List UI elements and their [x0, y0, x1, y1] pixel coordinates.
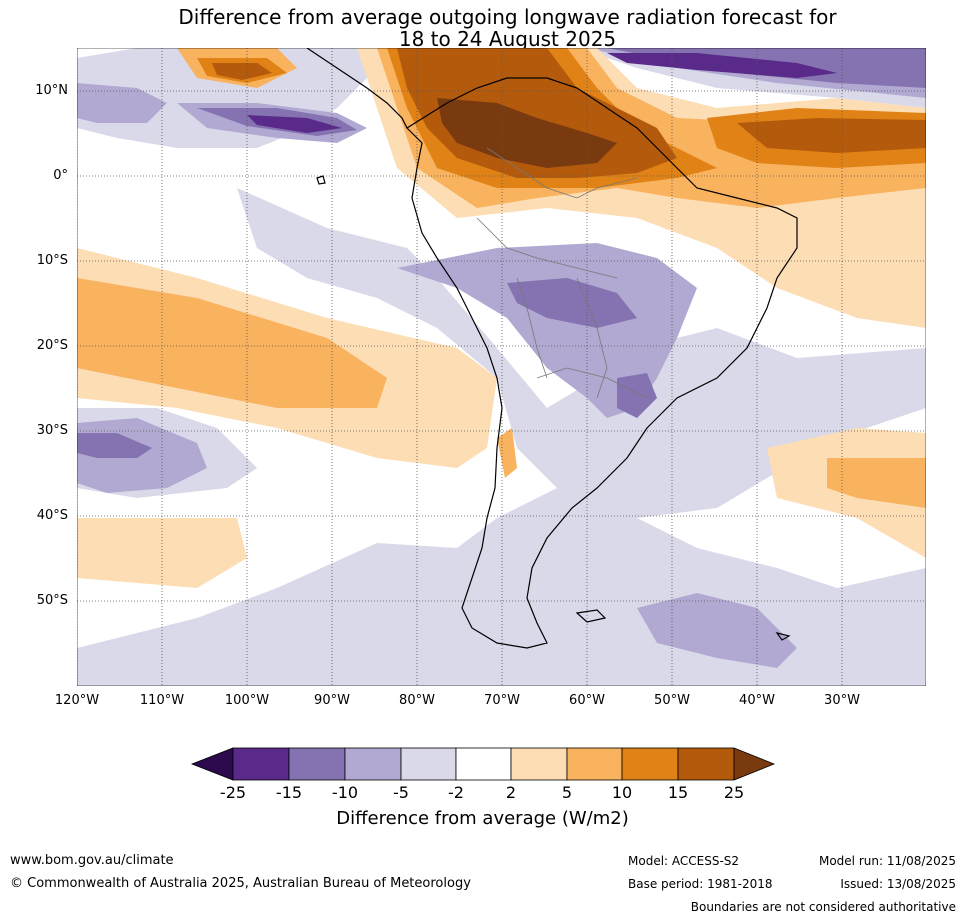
positive-anomaly-medium	[497, 428, 517, 478]
negative-anomaly-strong	[617, 373, 657, 418]
lon-label-30w: 30°W	[824, 693, 860, 708]
positive-anomaly-medium	[827, 458, 926, 508]
lon-label-60w: 60°W	[569, 693, 605, 708]
lat-label-40s: 40°S	[36, 508, 68, 523]
colorbar-bin	[566, 747, 623, 781]
colorbar-bin	[455, 747, 512, 781]
issued-date: Issued: 13/08/2025	[840, 877, 956, 891]
model-run-date: Model run: 11/08/2025	[818, 854, 956, 868]
colorbar-tick: 15	[667, 783, 689, 802]
copyright-text: © Commonwealth of Australia 2025, Austra…	[10, 876, 471, 891]
colorbar-bin	[677, 747, 735, 781]
colorbar	[190, 747, 776, 781]
negative-anomaly-very-strong	[247, 115, 342, 133]
south-georgia	[775, 632, 791, 641]
positive-anomaly-very-strong	[737, 118, 926, 153]
colorbar-tick: 10	[611, 783, 633, 802]
lat-label-50s: 50°S	[36, 593, 68, 608]
anomaly-fields	[77, 48, 926, 686]
website-link[interactable]: www.bom.gov.au/climate	[10, 853, 174, 868]
graticule	[77, 48, 926, 686]
galapagos	[316, 175, 326, 185]
negative-anomaly-strong	[77, 433, 152, 458]
negative-anomaly-strong	[507, 278, 637, 328]
lat-label-0: 0°	[53, 168, 68, 183]
lat-label-10s: 10°S	[36, 253, 68, 268]
colorbar-bin	[288, 747, 346, 781]
positive-anomaly-medium	[77, 278, 387, 408]
colorbar-bin	[344, 747, 402, 781]
lon-label-50w: 50°W	[654, 693, 690, 708]
map-title-line-1: Difference from average outgoing longwav…	[178, 5, 837, 29]
lon-label-90w: 90°W	[314, 693, 350, 708]
olr-anomaly-map	[77, 48, 926, 686]
colorbar-extend-low	[190, 747, 234, 781]
model-name: Model: ACCESS-S2	[628, 854, 740, 868]
lat-label-10n: 10°N	[35, 83, 68, 98]
colorbar-tick: -15	[275, 783, 303, 802]
colorbar-bin	[621, 747, 679, 781]
colorbar-tick: 25	[723, 783, 745, 802]
colorbar-tick: -5	[393, 783, 409, 802]
colorbar-extend-high	[733, 747, 776, 781]
colorbar-bin	[232, 747, 290, 781]
map-title-line-2: 18 to 24 August 2025	[398, 27, 617, 51]
positive-anomaly-extreme	[437, 98, 617, 168]
lat-label-30s: 30°S	[36, 423, 68, 438]
negative-anomaly-very-strong	[607, 53, 837, 78]
lon-label-80w: 80°W	[399, 693, 435, 708]
colorbar-tick: -10	[331, 783, 359, 802]
colorbar-bin	[400, 747, 457, 781]
lon-label-70w: 70°W	[484, 693, 520, 708]
lon-label-100w: 100°W	[224, 693, 270, 708]
negative-anomaly-medium	[397, 243, 697, 418]
coastlines	[306, 48, 798, 649]
country-borders	[476, 147, 648, 399]
lat-label-20s: 20°S	[36, 338, 68, 353]
lon-label-110w: 110°W	[139, 693, 185, 708]
falkland-islands	[575, 609, 607, 623]
colorbar-bin	[510, 747, 568, 781]
colorbar-title: Difference from average (W/m2)	[336, 808, 629, 829]
positive-anomaly-very-strong	[212, 63, 272, 80]
colorbar-tick: -25	[219, 783, 247, 802]
negative-anomaly-medium	[637, 593, 797, 668]
colorbar-tick: 5	[561, 783, 573, 802]
boundaries-disclaimer: Boundaries are not considered authoritat…	[690, 900, 956, 914]
south-america-coastline	[406, 77, 798, 649]
lon-label-120w: 120°W	[54, 693, 100, 708]
lon-label-40w: 40°W	[739, 693, 775, 708]
base-period: Base period: 1981-2018	[628, 877, 773, 891]
colorbar-tick: -2	[448, 783, 464, 802]
negative-anomaly-medium	[77, 83, 167, 123]
colorbar-tick: 2	[505, 783, 517, 802]
central-america-coastline	[306, 48, 408, 129]
